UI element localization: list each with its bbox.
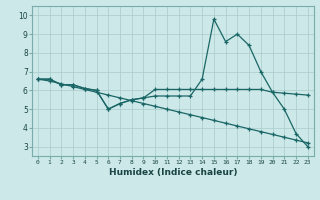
X-axis label: Humidex (Indice chaleur): Humidex (Indice chaleur) — [108, 168, 237, 177]
